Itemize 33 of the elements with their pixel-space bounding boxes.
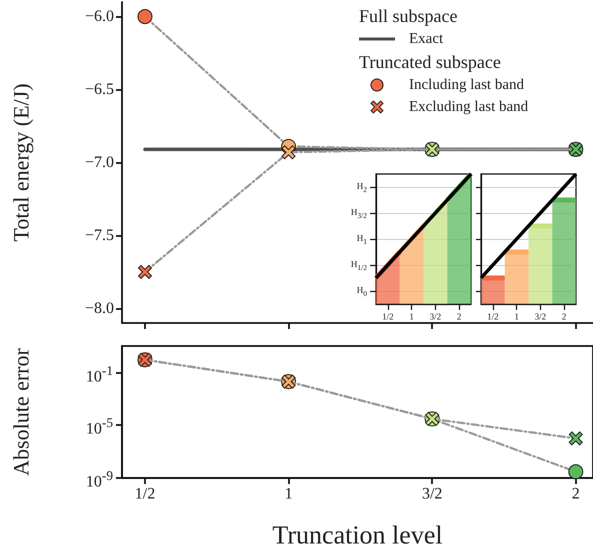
- x-tick-label: 1: [284, 486, 293, 502]
- y-tick-label: H$_{0}$: [356, 285, 367, 298]
- y-tick-label: H$_{2}$: [356, 181, 367, 194]
- legend-label: Exact: [409, 30, 444, 49]
- y-axis-title: Absolute error: [8, 347, 34, 476]
- x-tick-label: 3/2: [422, 486, 442, 502]
- x-tick-label: 2: [562, 312, 566, 322]
- y-axis-title: Total energy (E/J): [8, 83, 34, 242]
- x-tick-label: 1: [514, 312, 519, 322]
- legend-label: Excluding last band: [409, 98, 528, 117]
- y-tick-label: 10$^{-9}$: [86, 468, 113, 491]
- y-tick-label: 10$^{-5}$: [86, 415, 113, 438]
- x-tick-label: 2: [572, 486, 580, 502]
- x-tick-label: 1/2: [134, 486, 156, 502]
- y-tick-label: H$_{3/2}$: [350, 207, 367, 220]
- legend-label: Including last band: [409, 76, 524, 95]
- x-tick-label: 1/2: [487, 312, 499, 322]
- y-tick-label: −7.5: [84, 226, 114, 244]
- x-tick-label: 1/2: [382, 312, 394, 322]
- y-tick-label: −6.0: [84, 8, 114, 26]
- x-tick-label: 3/2: [534, 312, 546, 322]
- x-tick-label: 2: [456, 312, 462, 322]
- y-tick-label: 10$^{-1}$: [86, 362, 113, 385]
- x-tick-label: 3/2: [430, 312, 442, 322]
- legend-title: Full subspace: [359, 6, 458, 26]
- annotation: Truncated subspace: [359, 52, 501, 72]
- x-axis-title: Truncation level: [272, 520, 443, 550]
- y-tick-label: −7.0: [84, 154, 114, 171]
- y-tick-label: H$_{1/2}$: [350, 259, 367, 272]
- y-tick-label: −6.5: [84, 81, 114, 98]
- y-tick-label: H$_{1}$: [356, 233, 367, 246]
- x-tick-label: 1: [409, 312, 414, 322]
- y-tick-label: −8.0: [84, 300, 114, 317]
